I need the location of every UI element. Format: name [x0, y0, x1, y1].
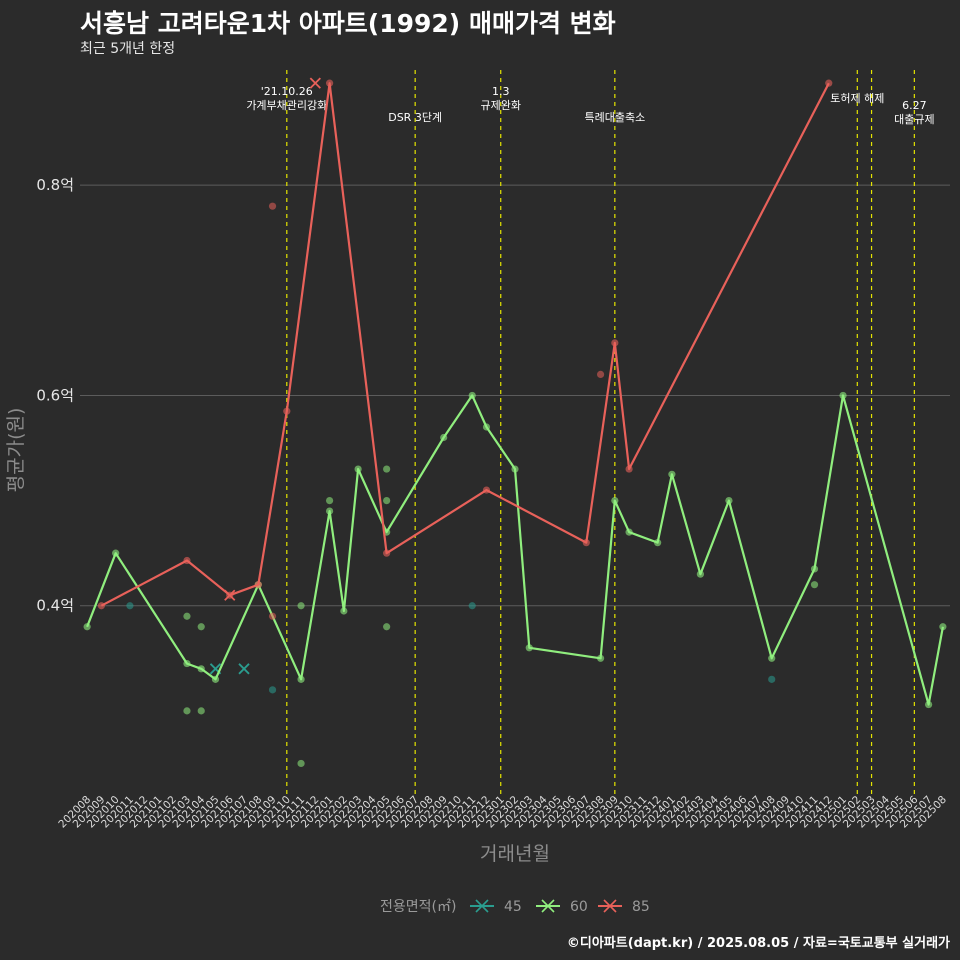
x-axis-title: 거래년월 — [480, 843, 550, 865]
data-point — [525, 644, 533, 652]
event-label: 가계부채관리강화 — [246, 99, 327, 112]
page-subtitle: 최근 5개년 한정 — [80, 41, 176, 57]
data-point — [211, 675, 220, 683]
data-point — [297, 759, 305, 768]
event-label: 대출규제 — [894, 113, 934, 126]
series-line — [86, 394, 944, 706]
data-point — [925, 700, 933, 709]
data-point — [825, 79, 833, 87]
data-point — [383, 465, 391, 473]
data-point — [725, 496, 733, 505]
data-point — [325, 507, 334, 515]
cross-marker — [209, 663, 222, 675]
y-axis-title: 평균가(원) — [5, 408, 27, 493]
grid-lines — [80, 184, 950, 607]
data-point — [197, 665, 205, 673]
series-layer — [83, 77, 947, 768]
data-point — [354, 465, 362, 473]
legend-key-cross — [603, 899, 617, 913]
data-point — [468, 391, 476, 400]
data-point — [383, 623, 391, 631]
legend-entry-label: 85 — [632, 899, 650, 915]
data-point — [254, 581, 262, 589]
data-point — [596, 370, 605, 379]
event-label: 규제완화 — [480, 99, 520, 112]
y-tick-label: 0.4억 — [36, 597, 74, 615]
cross-marker — [224, 589, 236, 601]
x-axis-ticks: 2020082020092020102020112020122021012021… — [56, 793, 949, 830]
data-point — [97, 602, 105, 610]
data-point — [839, 391, 847, 400]
data-point — [482, 486, 491, 494]
legend-entry-label: 60 — [570, 899, 588, 915]
data-point — [810, 565, 819, 573]
y-axis-ticks: 0.4억 0.6억 0.8억 — [36, 176, 74, 615]
data-point — [810, 581, 819, 589]
y-tick-label: 0.6억 — [36, 386, 74, 404]
cross-marker — [309, 77, 321, 89]
data-point — [268, 686, 277, 694]
data-point — [297, 675, 305, 683]
data-point — [383, 496, 391, 505]
data-point — [340, 607, 348, 615]
legend: 전용면적(㎡) 45 60 85 — [380, 899, 650, 915]
data-point — [468, 602, 476, 610]
legend-key-cross — [541, 899, 555, 913]
data-point — [325, 79, 334, 87]
event-label: 1.3 — [492, 85, 510, 98]
event-label: '21.10.26 — [261, 85, 313, 98]
data-point — [482, 423, 491, 431]
data-point — [625, 465, 633, 473]
data-point — [596, 654, 605, 662]
data-point — [183, 659, 191, 668]
data-point — [611, 339, 619, 347]
data-point — [939, 623, 947, 631]
data-point — [112, 549, 120, 557]
data-point — [83, 623, 91, 631]
event-label: 6.27 — [902, 99, 927, 112]
data-point — [325, 496, 334, 505]
series-line — [100, 82, 830, 607]
data-point — [611, 496, 619, 505]
data-point — [183, 556, 191, 565]
event-label: 특례대출축소 — [584, 111, 645, 124]
data-point — [197, 707, 205, 715]
y-tick-label: 0.8억 — [36, 176, 74, 194]
series-85 — [97, 77, 833, 620]
event-label: 토허제 해제 — [830, 91, 884, 105]
data-point — [126, 602, 134, 610]
data-point — [197, 623, 205, 631]
data-point — [511, 465, 519, 473]
legend-key-cross — [475, 899, 489, 913]
data-point — [582, 539, 590, 547]
series-45 — [126, 602, 776, 694]
data-point — [283, 407, 291, 415]
legend-entry-label: 45 — [504, 899, 522, 915]
data-point — [668, 470, 676, 478]
event-label: DSR 3단계 — [388, 111, 442, 124]
data-point — [654, 539, 662, 547]
data-point — [440, 433, 448, 442]
data-point — [183, 612, 191, 620]
data-point — [696, 570, 705, 578]
footer-credit: ©디아파트(dapt.kr) / 2025.08.05 / 자료=국토교통부 실… — [566, 936, 950, 951]
data-point — [268, 202, 277, 210]
series-60 — [83, 391, 947, 768]
legend-title: 전용면적(㎡) — [380, 899, 456, 915]
data-point — [268, 612, 277, 620]
page-title: 서흥남 고려타운1차 아파트(1992) 매매가격 변화 — [80, 9, 616, 38]
data-point — [768, 675, 776, 683]
data-point — [383, 549, 391, 557]
cross-marker — [238, 663, 250, 675]
data-point — [768, 654, 776, 662]
data-point — [183, 707, 191, 715]
data-point — [625, 528, 633, 536]
data-point — [297, 602, 305, 610]
